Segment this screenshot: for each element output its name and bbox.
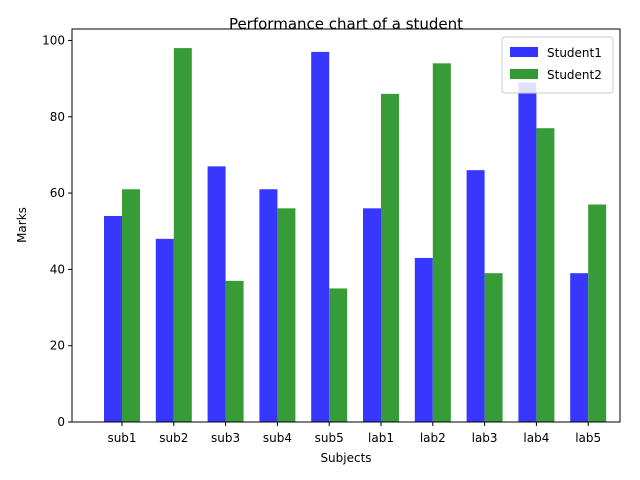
bars-group bbox=[104, 48, 607, 423]
y-axis: 0 20 40 60 80 100 bbox=[42, 33, 72, 429]
bar-student1-sub3 bbox=[207, 166, 226, 422]
bar-student1-lab1 bbox=[363, 208, 381, 422]
x-tick-label-lab4: lab4 bbox=[523, 431, 549, 445]
plot-frame bbox=[71, 28, 621, 423]
legend-label-student2: Student2 bbox=[547, 68, 602, 82]
y-tick-label: 60 bbox=[50, 186, 65, 200]
bar-student1-lab5 bbox=[570, 273, 589, 422]
x-tick-label-sub2: sub2 bbox=[159, 431, 188, 445]
bar-student2-lab3 bbox=[484, 273, 503, 422]
y-axis-label: Marks bbox=[15, 207, 29, 243]
bar-student2-lab5 bbox=[588, 204, 607, 422]
bar-student2-sub3 bbox=[225, 280, 244, 422]
legend-swatch-student2 bbox=[510, 69, 538, 79]
x-tick-label-sub3: sub3 bbox=[211, 431, 240, 445]
bar-student2-sub4 bbox=[277, 208, 296, 422]
legend-swatch-student1 bbox=[510, 47, 538, 57]
y-tick-label: 80 bbox=[50, 110, 65, 124]
x-tick-label-sub1: sub1 bbox=[107, 431, 136, 445]
bar-student1-sub1 bbox=[104, 215, 122, 422]
x-axis: sub1 sub2 sub3 sub4 sub5 lab1 lab2 lab3 lab4 lab5 bbox=[107, 422, 601, 445]
legend: Student1 Student2 bbox=[501, 36, 614, 94]
bar-student1-lab3 bbox=[466, 170, 485, 422]
bar-student1-sub2 bbox=[155, 238, 174, 422]
bar-student2-sub1 bbox=[122, 189, 140, 422]
y-tick-label: 0 bbox=[57, 415, 65, 429]
x-tick-label-sub4: sub4 bbox=[263, 431, 292, 445]
bar-student2-lab1 bbox=[381, 93, 399, 422]
x-tick-label-lab5: lab5 bbox=[575, 431, 601, 445]
legend-label-student1: Student1 bbox=[547, 46, 602, 60]
bar-student1-sub4 bbox=[259, 189, 278, 422]
bar-student2-lab4 bbox=[536, 128, 555, 422]
bar-student1-sub5 bbox=[311, 51, 330, 423]
bar-student1-lab4 bbox=[518, 82, 537, 422]
y-tick-label: 20 bbox=[50, 339, 65, 353]
x-tick-label-lab3: lab3 bbox=[472, 431, 498, 445]
x-axis-label: Subjects bbox=[320, 451, 371, 465]
x-tick-label-lab2: lab2 bbox=[420, 431, 446, 445]
bar-student1-lab2 bbox=[414, 257, 433, 422]
bar-student2-sub5 bbox=[329, 288, 348, 422]
x-tick-label-lab1: lab1 bbox=[368, 431, 394, 445]
y-tick-label: 100 bbox=[42, 33, 65, 47]
chart-title: Performance chart of a student bbox=[229, 15, 463, 33]
x-tick-label-sub5: sub5 bbox=[315, 431, 344, 445]
bar-student2-sub2 bbox=[173, 48, 192, 423]
bar-student2-lab2 bbox=[432, 63, 451, 422]
y-tick-label: 40 bbox=[50, 262, 65, 276]
